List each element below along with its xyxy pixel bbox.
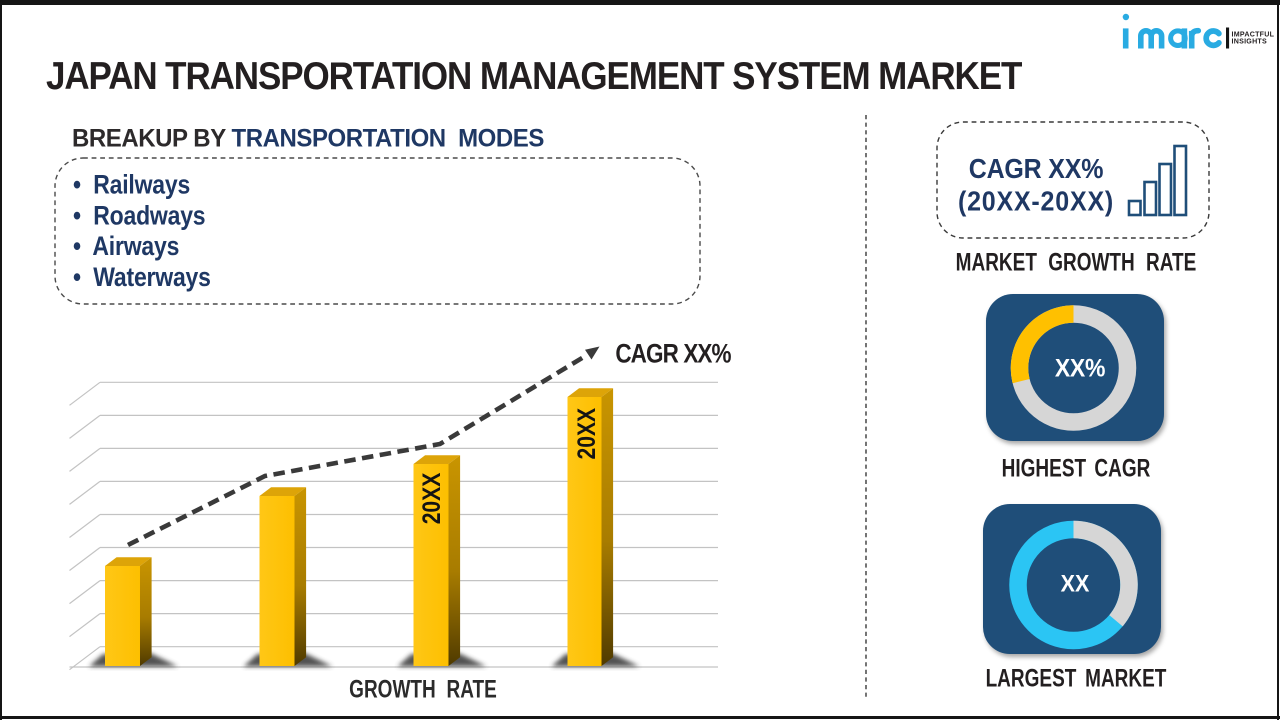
svg-text:IMPACTFUL: IMPACTFUL: [1232, 30, 1275, 38]
svg-text:20XX: 20XX: [572, 407, 600, 459]
svg-text:INSIGHTS: INSIGHTS: [1232, 37, 1268, 45]
svg-text:20XX: 20XX: [417, 472, 445, 524]
